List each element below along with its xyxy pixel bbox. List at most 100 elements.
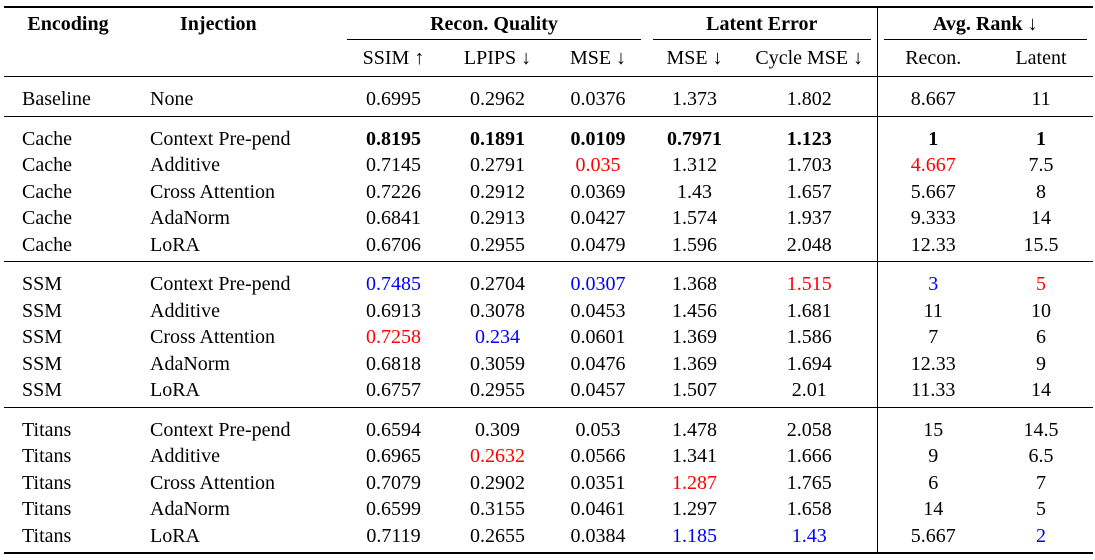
latent-mse-cell: 1.43: [677, 180, 712, 203]
col-rank-recon: Recon.: [876, 40, 989, 77]
mse-cell: 0.0376: [570, 88, 626, 111]
rank-recon-cell: 12.33: [876, 350, 989, 377]
cycle-mse-cell: 1.937: [786, 207, 832, 230]
table-row: Titans LoRA 0.7119 0.2655 0.0384 1.185 1.43 5.6…: [4, 522, 1093, 554]
cycle-mse-cell: 1.666: [786, 445, 832, 468]
group-avg-rank: Avg. Rank ↓: [876, 6, 1093, 41]
injection-cell: Additive: [150, 445, 220, 468]
injection-cell: Context Pre-pend: [132, 115, 341, 152]
cycle-mse-cell: 1.123: [742, 115, 877, 152]
rank-recon-cell: 1: [876, 115, 989, 152]
encoding-cell: SSM: [22, 379, 63, 402]
table-row: SSM Additive 0.6913 0.3078 0.0453 1.456 1.681 1…: [4, 297, 1093, 324]
rank-recon-cell: 3: [876, 261, 989, 298]
injection-cell: Context Pre-pend: [132, 406, 341, 443]
encoding-cell: Baseline: [22, 88, 91, 111]
encoding-cell: Titans: [22, 471, 72, 494]
injection-cell: AdaNorm: [150, 207, 230, 230]
rank-recon-cell: 5.667: [876, 178, 989, 205]
lpips-cell: 0.3078: [470, 299, 525, 322]
rank-latent-cell: 5: [989, 261, 1093, 298]
mse-cell: 0.0457: [570, 379, 626, 402]
ssim-cell: 0.6965: [366, 445, 421, 468]
latent-mse-cell: 1.456: [672, 299, 717, 322]
rank-latent-cell: 11: [1031, 88, 1051, 111]
rank-recon-cell: 6: [876, 469, 989, 496]
injection-cell: None: [150, 88, 194, 111]
latent-mse-cell: 1.369: [672, 352, 717, 375]
cycle-mse-cell: 1.657: [786, 180, 832, 203]
cycle-mse-cell: 2.01: [791, 379, 827, 402]
col-mse: MSE ↓: [569, 47, 627, 69]
cycle-mse-cell: 1.515: [742, 261, 877, 298]
rank-latent-cell: 2: [989, 522, 1093, 554]
latent-mse-cell: 1.341: [672, 445, 717, 468]
lpips-cell: 0.1891: [446, 115, 549, 152]
latent-mse-cell: 1.596: [672, 233, 717, 256]
rank-recon-cell: 14: [876, 496, 989, 523]
lpips-cell: 0.2632: [470, 445, 525, 468]
mse-cell: 0.035: [575, 154, 621, 177]
rank-latent-cell: 8: [1036, 180, 1046, 203]
ssim-cell: 0.6599: [366, 498, 421, 521]
rank-recon-cell: 9.333: [876, 205, 989, 232]
table-row: SSM LoRA 0.6757 0.2955 0.0457 1.507 2.01 11.33 1…: [4, 377, 1093, 407]
mse-cell: 0.0307: [549, 261, 647, 298]
table-row: Titans Context Pre-pend 0.6594 0.309 0.053 1.…: [4, 406, 1093, 443]
lpips-cell: 0.2791: [470, 154, 525, 177]
mse-cell: 0.0566: [570, 445, 626, 468]
cycle-mse-cell: 1.694: [786, 352, 832, 375]
injection-cell: Cross Attention: [150, 180, 276, 203]
rank-recon-cell: 4.667: [876, 152, 989, 179]
encoding-cell: Titans: [4, 406, 132, 443]
rank-recon-cell: 5.667: [876, 522, 989, 554]
col-cycle-mse: Cycle MSE ↓: [755, 47, 864, 69]
rank-latent-cell: 7: [1036, 471, 1046, 494]
cycle-mse-cell: 1.681: [786, 299, 832, 322]
table-row: Titans Additive 0.6965 0.2632 0.0566 1.341 1.6…: [4, 443, 1093, 470]
rank-latent-cell: 14: [1031, 379, 1051, 402]
mse-cell: 0.0461: [570, 498, 626, 521]
ssim-cell: 0.6594: [341, 406, 446, 443]
table-row: SSM Context Pre-pend 0.7485 0.2704 0.0307 1.3…: [4, 261, 1093, 298]
table-row: Cache AdaNorm 0.6841 0.2913 0.0427 1.574 1.937…: [4, 205, 1093, 232]
rank-latent-cell: 10: [1031, 299, 1051, 322]
rank-recon-cell: 9: [876, 443, 989, 470]
ssim-cell: 0.6706: [366, 233, 421, 256]
injection-cell: Context Pre-pend: [132, 261, 341, 298]
cycle-mse-cell: 2.058: [742, 406, 877, 443]
rank-latent-cell: 14.5: [989, 406, 1093, 443]
ssim-cell: 0.6995: [366, 88, 421, 111]
header-row-groups: Encoding Injection Recon. Quality Latent…: [4, 6, 1093, 41]
rank-latent-cell: 1: [989, 115, 1093, 152]
injection-cell: Additive: [150, 299, 220, 322]
injection-cell: AdaNorm: [150, 498, 230, 521]
encoding-cell: Cache: [22, 180, 72, 203]
latent-mse-cell: 1.312: [672, 154, 717, 177]
mse-cell: 0.0427: [570, 207, 626, 230]
mse-cell: 0.0453: [570, 299, 626, 322]
rank-latent-cell: 9: [1036, 352, 1046, 375]
table-row: SSM Cross Attention 0.7258 0.234 0.0601 1.369…: [4, 324, 1093, 351]
rank-recon-cell: 11: [876, 297, 989, 324]
mse-cell: 0.0369: [570, 180, 626, 203]
injection-cell: LoRA: [150, 233, 200, 256]
encoding-cell: SSM: [4, 261, 132, 298]
ssim-cell: 0.7485: [341, 261, 446, 298]
col-ssim: SSIM ↑: [362, 47, 425, 69]
col-injection: Injection: [132, 6, 341, 40]
ssim-cell: 0.7145: [366, 154, 421, 177]
mse-cell: 0.053: [549, 406, 647, 443]
table-row: Cache LoRA 0.6706 0.2955 0.0479 1.596 2.048 12.…: [4, 231, 1093, 262]
table-row: Titans Cross Attention 0.7079 0.2902 0.0351 1…: [4, 469, 1093, 496]
mse-cell: 0.0351: [570, 471, 626, 494]
col-encoding: Encoding: [4, 6, 132, 40]
lpips-cell: 0.2962: [470, 88, 525, 111]
table-row: Cache Cross Attention 0.7226 0.2912 0.0369 1.…: [4, 178, 1093, 205]
group-recon-quality: Recon. Quality: [341, 6, 647, 41]
col-rank-latent: Latent: [1015, 47, 1067, 69]
lpips-cell: 0.309: [446, 406, 549, 443]
cycle-mse-cell: 1.43: [742, 522, 877, 554]
ssim-cell: 0.7258: [366, 326, 421, 349]
latent-mse-cell: 1.478: [647, 406, 742, 443]
